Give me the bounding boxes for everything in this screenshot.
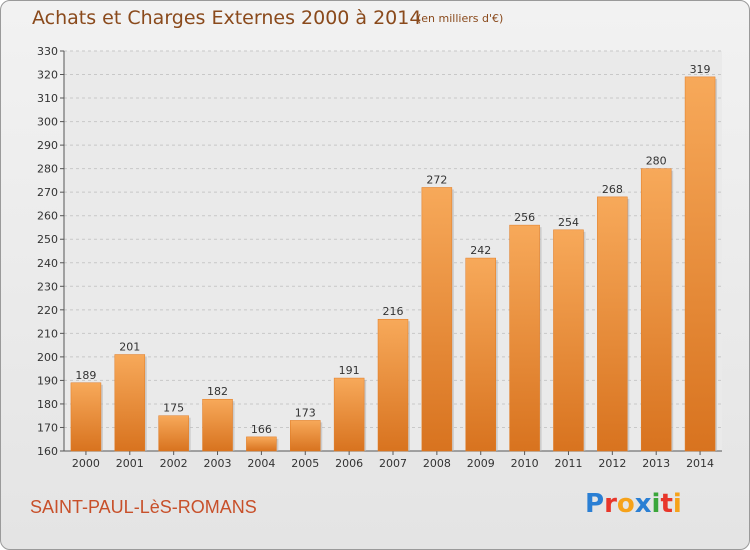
bar (246, 436, 277, 452)
value-label: 254 (558, 216, 579, 229)
labels: 160 170 180 190 200 210 220 230 240 250 260 270 280 2… (37, 45, 714, 470)
y-tick-label: 260 (37, 210, 58, 223)
logo-letter: t (660, 489, 673, 519)
x-tick-label: 2014 (686, 457, 714, 470)
value-label: 272 (426, 173, 447, 186)
y-tick-label: 240 (37, 257, 58, 270)
x-tick-label: 2013 (642, 457, 670, 470)
x-tick-label: 2006 (335, 457, 363, 470)
bar (377, 318, 409, 452)
value-label: 280 (646, 155, 667, 168)
y-tick-label: 200 (37, 351, 58, 364)
value-label: 173 (295, 406, 316, 419)
y-tick-label: 180 (37, 398, 58, 411)
y-tick-label: 190 (37, 374, 58, 387)
y-tick-label: 320 (37, 69, 58, 82)
bar (684, 76, 716, 452)
value-label: 268 (602, 183, 623, 196)
value-label: 166 (251, 423, 272, 436)
y-tick-label: 270 (37, 186, 58, 199)
proxiti-logo[interactable]: Proxiti (585, 489, 682, 519)
bar (421, 187, 453, 452)
bars (70, 76, 718, 452)
y-tick-label: 250 (37, 233, 58, 246)
y-tick-label: 300 (37, 116, 58, 129)
logo-letter: x (634, 489, 652, 519)
bar (640, 168, 672, 452)
bar (158, 415, 189, 452)
bar (202, 398, 233, 452)
value-label: 242 (470, 244, 491, 257)
y-tick-label: 280 (37, 163, 58, 176)
y-tick-label: 310 (37, 92, 58, 105)
x-tick-label: 2000 (72, 457, 100, 470)
logo-letter: i (672, 489, 682, 519)
x-tick-label: 2008 (423, 457, 451, 470)
x-tick-label: 2003 (204, 457, 232, 470)
y-tick-label: 220 (37, 304, 58, 317)
value-label: 216 (383, 305, 404, 318)
bar (114, 354, 146, 452)
y-tick-label: 290 (37, 139, 58, 152)
value-label: 191 (339, 364, 360, 377)
x-tick-label: 2010 (511, 457, 539, 470)
value-label: 182 (207, 385, 228, 398)
value-label: 189 (75, 369, 96, 382)
value-label: 319 (690, 63, 711, 76)
chart-subtitle: (en milliers d'€) (417, 12, 504, 25)
y-tick-label: 170 (37, 421, 58, 434)
logo-letter: i (651, 489, 661, 519)
commune-name: SAINT-PAUL-LèS-ROMANS (30, 497, 257, 517)
bar (597, 196, 628, 452)
value-label: 256 (514, 211, 535, 224)
bar (465, 257, 496, 452)
value-label: 201 (119, 341, 140, 354)
y-tick-label: 160 (37, 445, 58, 458)
x-tick-label: 2009 (467, 457, 495, 470)
logo-letter: o (616, 489, 635, 519)
x-tick-label: 2011 (554, 457, 582, 470)
y-tick-label: 210 (37, 327, 58, 340)
x-tick-label: 2007 (379, 457, 407, 470)
logo-letter: r (604, 489, 617, 519)
x-tick-label: 2005 (291, 457, 319, 470)
bar (333, 377, 365, 452)
value-label: 175 (163, 402, 184, 415)
bar (509, 224, 540, 452)
chart-title: Achats et Charges Externes 2000 à 2014 (32, 7, 422, 29)
bar (290, 420, 321, 452)
x-tick-label: 2004 (247, 457, 275, 470)
bar (553, 229, 584, 452)
x-tick-label: 2002 (160, 457, 188, 470)
x-tick-label: 2012 (598, 457, 626, 470)
y-tick-label: 230 (37, 280, 58, 293)
logo-letter: P (585, 489, 605, 519)
x-tick-label: 2001 (116, 457, 144, 470)
bar (70, 382, 102, 452)
y-tick-label: 330 (37, 45, 58, 58)
